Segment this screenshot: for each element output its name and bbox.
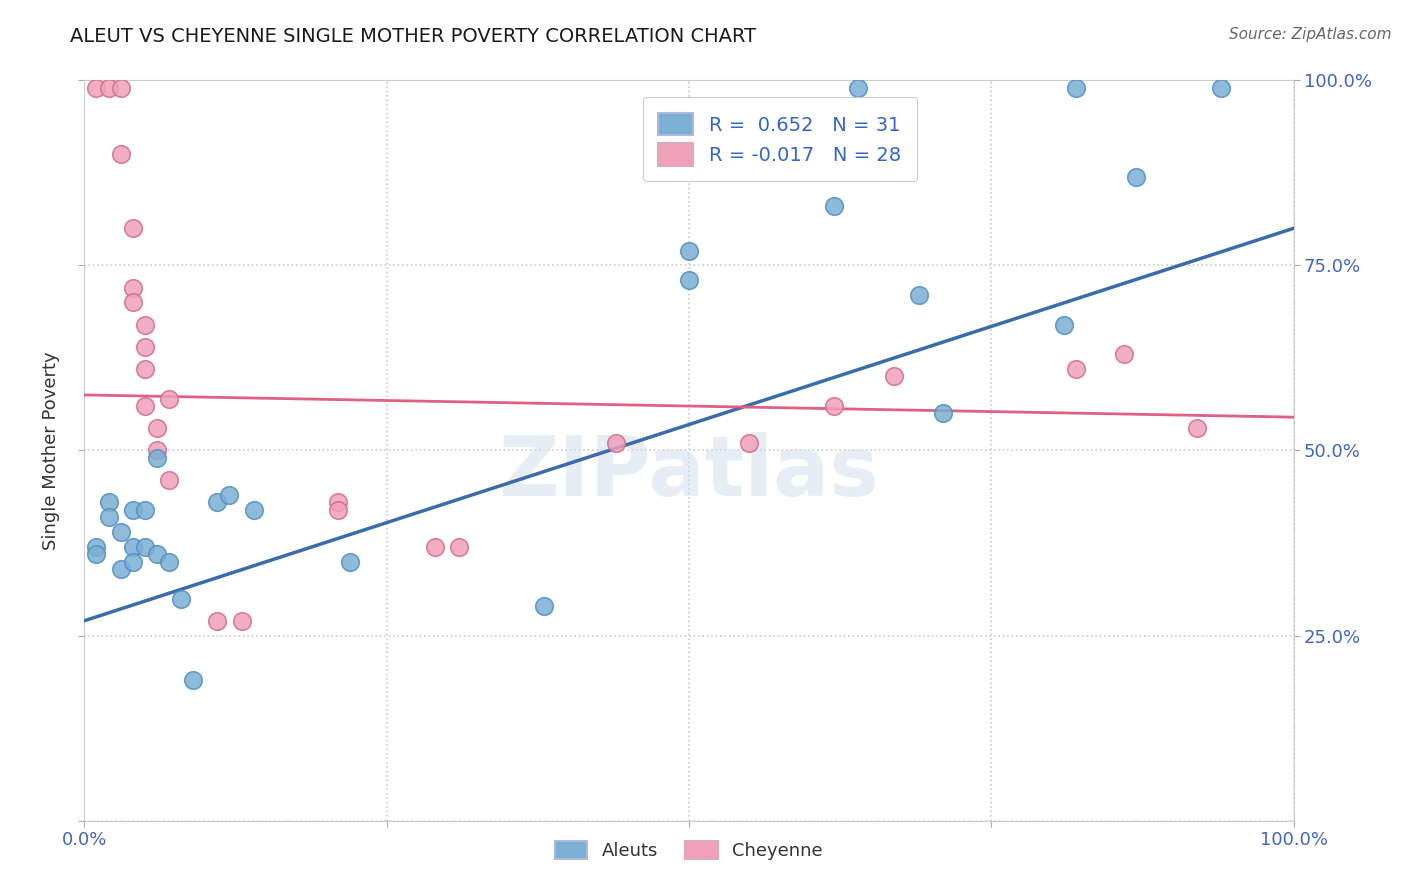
- Point: [242, 502, 264, 516]
- Point: [121, 555, 143, 569]
- Point: [1209, 80, 1232, 95]
- Point: [605, 436, 627, 450]
- Point: [823, 199, 845, 213]
- Text: ALEUT VS CHEYENNE SINGLE MOTHER POVERTY CORRELATION CHART: ALEUT VS CHEYENNE SINGLE MOTHER POVERTY …: [70, 27, 756, 45]
- Point: [110, 80, 132, 95]
- Point: [146, 450, 169, 465]
- Point: [823, 399, 845, 413]
- Point: [157, 473, 180, 487]
- Text: ZIPatlas: ZIPatlas: [499, 432, 879, 513]
- Point: [846, 80, 869, 95]
- Point: [134, 318, 156, 332]
- Point: [121, 221, 143, 235]
- Point: [110, 562, 132, 576]
- Point: [121, 280, 143, 294]
- Y-axis label: Single Mother Poverty: Single Mother Poverty: [42, 351, 60, 549]
- Point: [97, 510, 120, 524]
- Point: [134, 502, 156, 516]
- Point: [134, 399, 156, 413]
- Point: [423, 540, 446, 554]
- Point: [146, 547, 169, 561]
- Point: [181, 673, 204, 687]
- Point: [86, 540, 108, 554]
- Point: [1064, 362, 1087, 376]
- Point: [157, 555, 180, 569]
- Point: [134, 362, 156, 376]
- Point: [328, 495, 350, 509]
- Point: [1064, 80, 1087, 95]
- Point: [449, 540, 471, 554]
- Point: [121, 502, 143, 516]
- Point: [533, 599, 555, 613]
- Point: [339, 555, 361, 569]
- Point: [134, 540, 156, 554]
- Point: [678, 273, 700, 287]
- Point: [134, 340, 156, 354]
- Point: [121, 295, 143, 310]
- Point: [170, 591, 193, 606]
- Point: [146, 443, 169, 458]
- Point: [207, 495, 229, 509]
- Point: [207, 614, 229, 628]
- Point: [738, 436, 761, 450]
- Point: [157, 392, 180, 406]
- Point: [231, 614, 253, 628]
- Text: Source: ZipAtlas.com: Source: ZipAtlas.com: [1229, 27, 1392, 42]
- Point: [1125, 169, 1147, 184]
- Point: [1185, 421, 1208, 435]
- Point: [110, 524, 132, 539]
- Legend: Aleuts, Cheyenne: Aleuts, Cheyenne: [548, 833, 830, 867]
- Point: [1114, 347, 1136, 361]
- Point: [146, 421, 169, 435]
- Point: [328, 502, 350, 516]
- Point: [110, 147, 132, 161]
- Point: [121, 540, 143, 554]
- Point: [97, 80, 120, 95]
- Point: [1053, 318, 1076, 332]
- Point: [86, 547, 108, 561]
- Point: [678, 244, 700, 258]
- Point: [932, 407, 955, 421]
- Point: [218, 488, 240, 502]
- Point: [86, 80, 108, 95]
- Point: [907, 288, 929, 302]
- Point: [883, 369, 905, 384]
- Point: [97, 495, 120, 509]
